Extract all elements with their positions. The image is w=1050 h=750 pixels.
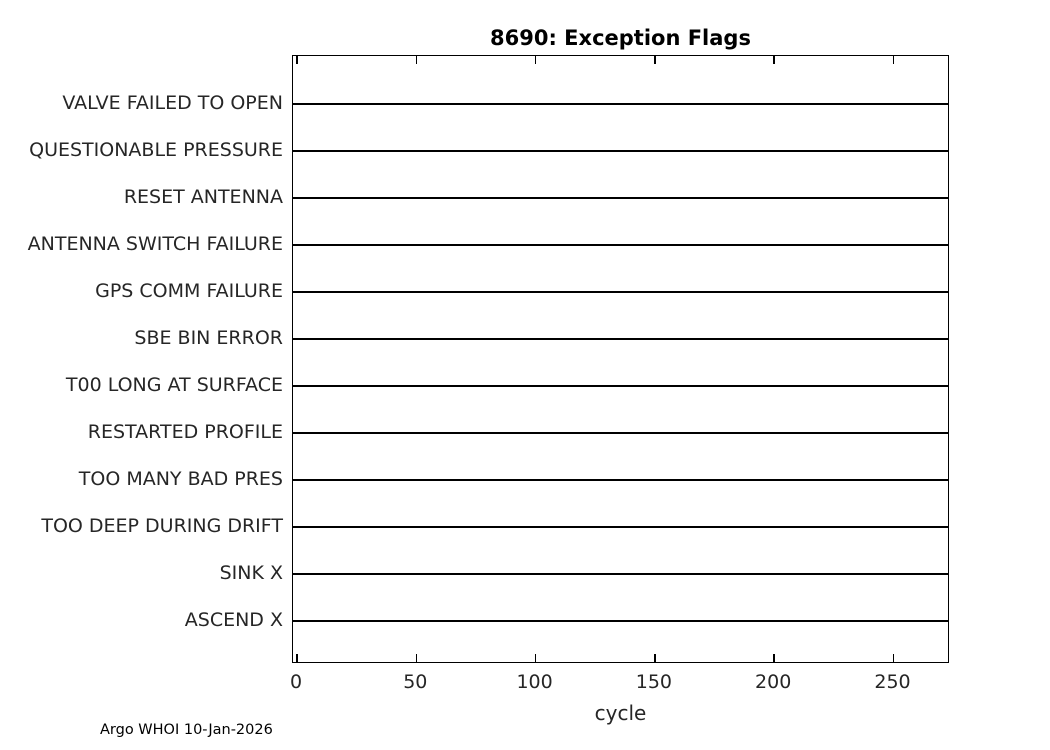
x-tick-mark-top xyxy=(654,56,656,64)
y-category-label: RESET ANTENNA xyxy=(123,186,283,208)
x-tick-mark-bottom xyxy=(654,654,656,662)
category-track-line xyxy=(293,290,948,294)
y-category-label: GPS COMM FAILURE xyxy=(95,280,283,302)
x-tick-mark-top xyxy=(415,56,418,64)
x-tick-mark-bottom xyxy=(773,654,775,662)
category-track-line xyxy=(293,619,948,623)
x-tick-mark-top xyxy=(892,56,895,64)
x-tick-label: 100 xyxy=(516,671,553,693)
x-tick-mark-bottom xyxy=(296,654,298,662)
category-track-line xyxy=(293,572,948,576)
y-category-label: ASCEND X xyxy=(184,609,283,631)
x-tick-mark-top xyxy=(773,56,775,64)
y-category-label: RESTARTED PROFILE xyxy=(87,421,283,443)
category-track-line xyxy=(293,431,948,435)
footer-annotation: Argo WHOI 10-Jan-2026 xyxy=(100,722,273,738)
x-tick-mark-bottom xyxy=(892,654,895,662)
category-track-line xyxy=(293,196,948,200)
y-category-label: TOO DEEP DURING DRIFT xyxy=(41,515,283,537)
y-category-label: SBE BIN ERROR xyxy=(134,327,283,349)
x-tick-mark-top xyxy=(296,56,298,64)
x-tick-label: 0 xyxy=(289,671,303,693)
category-track-line xyxy=(293,525,948,529)
chart-title: 8690: Exception Flags xyxy=(490,26,751,50)
x-tick-mark-bottom xyxy=(415,654,418,662)
category-track-line xyxy=(293,243,948,247)
x-tick-mark-top xyxy=(534,56,537,64)
x-axis-label: cycle xyxy=(594,701,647,725)
category-track-line xyxy=(293,337,948,341)
y-category-label: ANTENNA SWITCH FAILURE xyxy=(27,233,283,255)
x-tick-label: 150 xyxy=(635,671,673,693)
category-track-line xyxy=(293,102,948,106)
x-tick-label: 50 xyxy=(403,671,428,693)
category-track-line xyxy=(293,149,948,153)
plot-area xyxy=(292,55,949,663)
y-category-label: T00 LONG AT SURFACE xyxy=(65,374,283,396)
y-category-label: VALVE FAILED TO OPEN xyxy=(62,92,283,114)
category-track-line xyxy=(293,478,948,482)
category-track-line xyxy=(293,384,948,388)
x-tick-label: 250 xyxy=(874,671,911,693)
x-tick-mark-bottom xyxy=(534,654,537,662)
y-category-label: SINK X xyxy=(219,562,283,584)
y-category-label: TOO MANY BAD PRES xyxy=(78,468,283,490)
y-category-label: QUESTIONABLE PRESSURE xyxy=(29,139,283,161)
x-tick-label: 200 xyxy=(755,671,792,693)
